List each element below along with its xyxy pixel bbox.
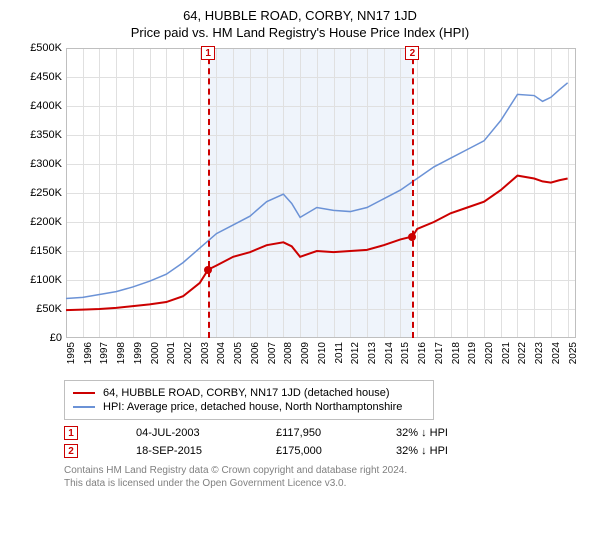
credit-line-2: This data is licensed under the Open Gov…	[64, 477, 582, 490]
xtick-label: 2011	[334, 342, 345, 372]
chart-area: £0£50K£100K£150K£200K£250K£300K£350K£400…	[18, 44, 582, 374]
xtick-label: 2016	[417, 342, 428, 372]
xtick-label: 2004	[216, 342, 227, 372]
transaction-badge: 1	[64, 426, 78, 440]
xtick-label: 2002	[183, 342, 194, 372]
legend-row: 64, HUBBLE ROAD, CORBY, NN17 1JD (detach…	[73, 387, 425, 399]
transaction-badge: 2	[64, 444, 78, 458]
xtick-label: 2009	[300, 342, 311, 372]
chart-subtitle: Price paid vs. HM Land Registry's House …	[18, 25, 582, 40]
xtick-label: 2014	[384, 342, 395, 372]
transaction-price: £175,000	[276, 445, 356, 457]
xtick-label: 2012	[350, 342, 361, 372]
xtick-label: 2003	[200, 342, 211, 372]
credit-line-1: Contains HM Land Registry data © Crown c…	[64, 464, 582, 477]
transaction-table: 1 04-JUL-2003 £117,950 32% ↓ HPI 2 18-SEP-201…	[64, 426, 582, 458]
xtick-label: 2022	[517, 342, 528, 372]
xtick-label: 2007	[267, 342, 278, 372]
transaction-date: 18-SEP-2015	[136, 445, 236, 457]
transaction-delta: 32% ↓ HPI	[396, 445, 448, 457]
legend-label: HPI: Average price, detached house, Nort…	[103, 401, 402, 413]
xtick-label: 1995	[66, 342, 77, 372]
transaction-delta: 32% ↓ HPI	[396, 427, 448, 439]
marker-line-1	[208, 48, 210, 338]
data-credit: Contains HM Land Registry data © Crown c…	[64, 464, 582, 490]
xtick-label: 2021	[501, 342, 512, 372]
marker-line-2	[412, 48, 414, 338]
xtick-label: 2023	[534, 342, 545, 372]
xtick-label: 1999	[133, 342, 144, 372]
xtick-label: 2010	[317, 342, 328, 372]
legend: 64, HUBBLE ROAD, CORBY, NN17 1JD (detach…	[64, 380, 434, 420]
legend-row: HPI: Average price, detached house, Nort…	[73, 401, 425, 413]
xtick-label: 2008	[283, 342, 294, 372]
xtick-label: 2025	[568, 342, 579, 372]
xtick-label: 2017	[434, 342, 445, 372]
xtick-label: 2001	[166, 342, 177, 372]
xtick-label: 2019	[467, 342, 478, 372]
legend-label: 64, HUBBLE ROAD, CORBY, NN17 1JD (detach…	[103, 387, 390, 399]
xtick-label: 2000	[150, 342, 161, 372]
chart-title: 64, HUBBLE ROAD, CORBY, NN17 1JD	[18, 8, 582, 23]
xtick-label: 2018	[451, 342, 462, 372]
transaction-price: £117,950	[276, 427, 356, 439]
legend-swatch	[73, 406, 95, 408]
xtick-label: 2013	[367, 342, 378, 372]
marker-badge-1: 1	[201, 46, 215, 60]
xtick-label: 2015	[400, 342, 411, 372]
transaction-row: 1 04-JUL-2003 £117,950 32% ↓ HPI	[64, 426, 582, 440]
xtick-label: 2006	[250, 342, 261, 372]
xtick-label: 1996	[83, 342, 94, 372]
series-svg	[18, 44, 578, 340]
xtick-label: 2005	[233, 342, 244, 372]
xtick-label: 2024	[551, 342, 562, 372]
series-price_paid	[66, 176, 568, 311]
xtick-label: 2020	[484, 342, 495, 372]
xtick-label: 1997	[99, 342, 110, 372]
transaction-row: 2 18-SEP-2015 £175,000 32% ↓ HPI	[64, 444, 582, 458]
marker-dot-2	[408, 233, 416, 241]
xtick-label: 1998	[116, 342, 127, 372]
marker-dot-1	[204, 266, 212, 274]
marker-badge-2: 2	[405, 46, 419, 60]
legend-swatch	[73, 392, 95, 394]
transaction-date: 04-JUL-2003	[136, 427, 236, 439]
series-hpi	[66, 83, 568, 299]
